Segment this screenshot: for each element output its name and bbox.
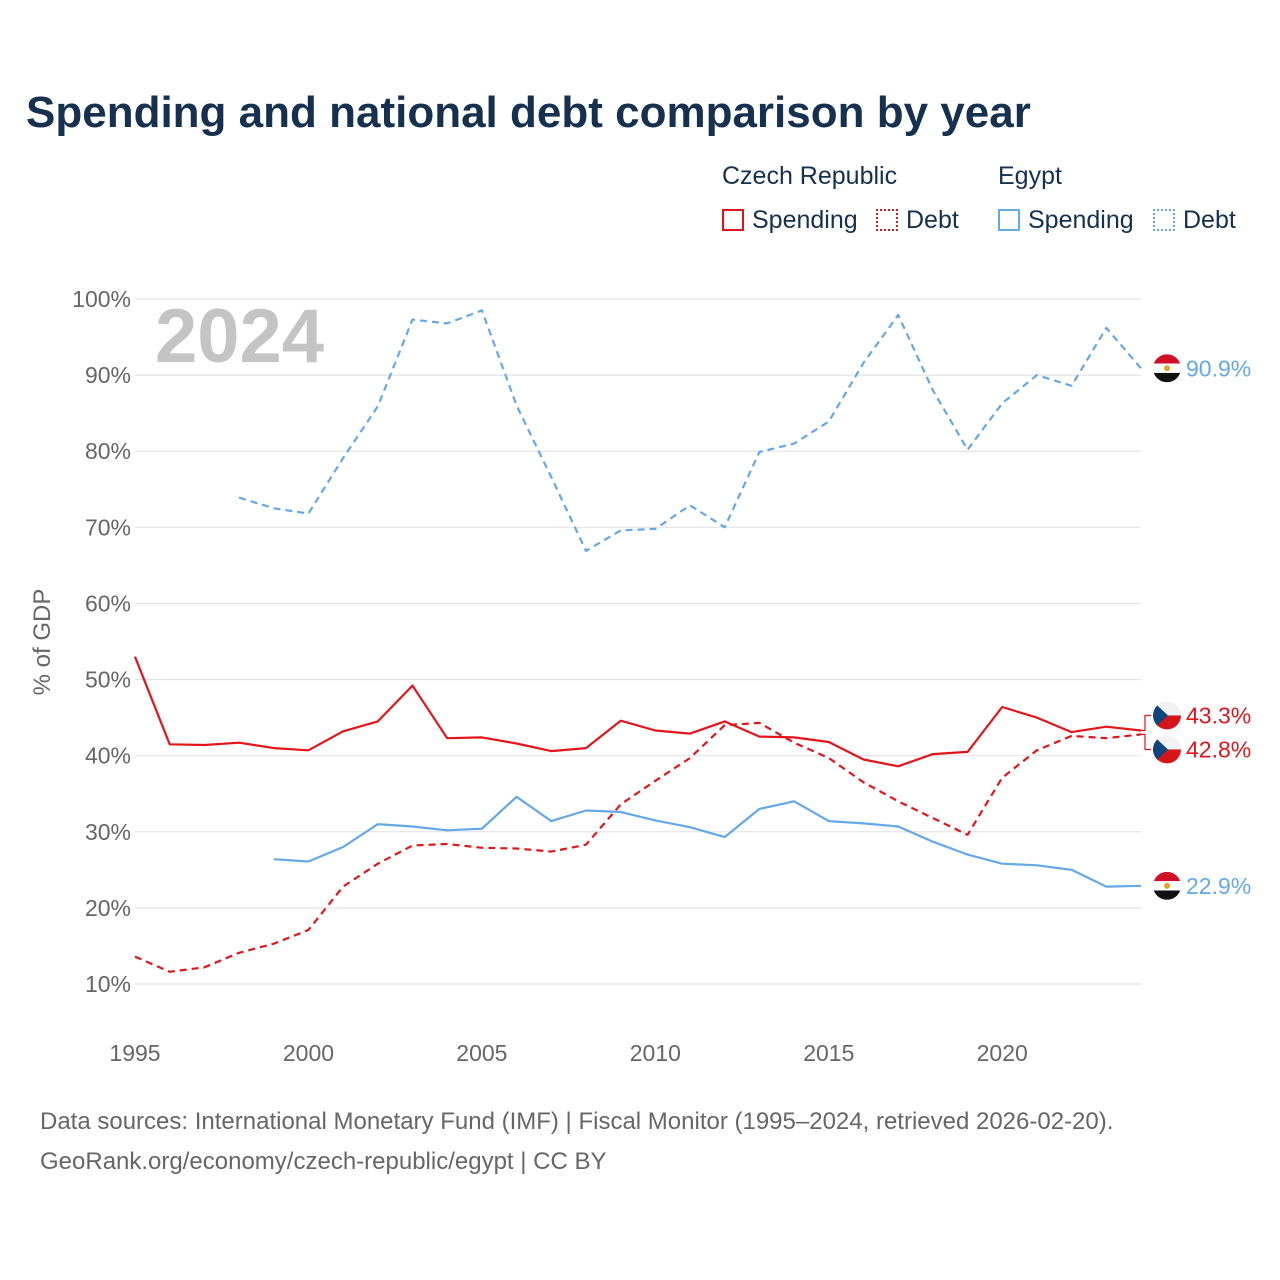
series-line-egypt-debt [238,309,1142,553]
legend-label-czech-debt: Debt [906,205,959,234]
end-markers: 90.9% 43.3% 42.8% 22.9% [1141,354,1251,900]
legend-swatch-egypt-spending [998,209,1020,231]
y-axis-label: % of GDP [29,589,56,696]
line-chart: 10% 20% 30% 40% 50% 60% 70% 80% 90% 100% 1995 2000… [29,286,1251,1066]
y-tick-label: 10% [85,971,131,997]
y-tick-label: 30% [85,819,131,845]
x-tick-labels: 1995 2000 2005 2010 2015 2020 [109,1040,1027,1066]
legend-egypt-debt[interactable]: Debt [1153,204,1236,236]
legend-swatch-egypt-debt [1153,209,1175,231]
y-tick-label: 60% [85,590,131,616]
y-tick-label: 20% [85,895,131,921]
legend-group-czech: Czech Republic [722,162,898,190]
legend-swatch-czech-debt [876,209,898,231]
legend-label-egypt-debt: Debt [1183,205,1236,234]
footer-source: Data sources: International Monetary Fun… [40,1108,1114,1135]
year-watermark: 2024 [155,294,324,379]
legend-czech-debt[interactable]: Debt [876,204,959,236]
y-tick-label: 50% [85,667,131,693]
legend-group-egypt: Egypt [998,162,1062,190]
x-tick-label: 1995 [109,1040,160,1066]
series-line-czech-republic-spending [133,656,1142,768]
legend-egypt-spending[interactable]: Spending [998,204,1134,236]
y-tick-label: 90% [85,362,131,388]
x-tick-label: 2015 [803,1040,854,1066]
x-tick-label: 2020 [977,1040,1028,1066]
egypt-flag-icon [1153,354,1181,383]
series-lines [133,309,1142,973]
page-title: Spending and national debt comparison by… [26,88,1031,137]
y-tick-label: 70% [85,514,131,540]
czech-flag-icon [1153,735,1181,764]
legend-czech-spending[interactable]: Spending [722,204,858,236]
legend-label-egypt-spending: Spending [1028,205,1134,234]
footer-attribution: GeoRank.org/economy/czech-republic/egypt… [40,1148,607,1175]
end-label-czech-republic-spending: 43.3% [1186,702,1251,728]
legend-label-czech-spending: Spending [752,205,858,234]
end-label-egypt-debt: 90.9% [1186,355,1251,381]
series-line-egypt-spending [273,795,1142,888]
y-tick-labels: 10% 20% 30% 40% 50% 60% 70% 80% 90% 100% [72,286,131,997]
x-tick-label: 2000 [283,1040,334,1066]
legend-swatch-czech-spending [722,209,744,231]
y-tick-label: 80% [85,438,131,464]
series-line-czech-republic-debt [134,721,1142,973]
x-tick-label: 2005 [456,1040,507,1066]
czech-flag-icon [1153,701,1181,730]
leader-czech-republic-debt [1141,733,1151,751]
egypt-flag-icon [1153,871,1181,900]
end-label-egypt-spending: 22.9% [1186,873,1251,899]
y-tick-label: 100% [72,286,131,312]
y-tick-label: 40% [85,743,131,769]
gridlines [135,298,1141,985]
x-tick-label: 2010 [630,1040,681,1066]
leader-czech-republic-spending [1141,714,1151,732]
end-label-czech-republic-debt: 42.8% [1186,736,1251,762]
